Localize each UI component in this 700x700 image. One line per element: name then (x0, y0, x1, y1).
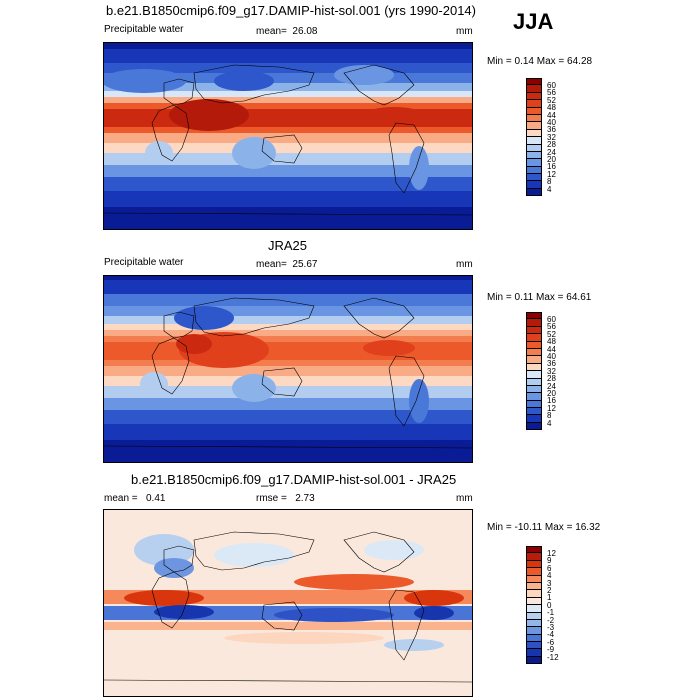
colorbar-tick-label: -3 (547, 623, 555, 632)
panel-2-mean-value: 25.67 (292, 259, 318, 270)
colorbar-tick-label: 52 (547, 95, 556, 105)
colorbar-tick-label: 28 (547, 374, 556, 384)
colorbar-tick-label: 12 (547, 403, 556, 413)
colorbar-tick-label: 2 (547, 586, 552, 595)
panel-2-title: JRA25 (268, 238, 308, 253)
colorbar-tick-label: 36 (547, 359, 556, 369)
colorbar-tick-label: 48 (547, 337, 556, 347)
panel-2-colorbar (526, 312, 542, 431)
colorbar-tick-label: 8 (547, 177, 552, 187)
colorbar-tick-label: 60 (547, 315, 556, 324)
colorbar-tick-label: 32 (547, 132, 556, 142)
colorbar-tick-label: -9 (547, 645, 555, 655)
panel-2-map-field (104, 276, 472, 462)
panel-3-title: b.e21.B1850cmip6.f09_g17.DAMIP-hist-sol.… (131, 472, 457, 487)
colorbar-tick-label: 3 (547, 578, 552, 588)
colorbar-tick-label: 4 (547, 418, 552, 428)
panel-1-mean-value: 26.08 (292, 26, 318, 37)
colorbar-tick-label: 16 (547, 396, 556, 406)
panel-1-mean: mean= 26.08 (256, 26, 317, 37)
colorbar-tick-label: 24 (547, 147, 556, 157)
colorbar-tick-label: 4 (547, 184, 552, 194)
colorbar-tick-label: 48 (547, 103, 556, 113)
panel-3-mean-value: 0.41 (145, 493, 166, 504)
colorbar-tick-label: 6 (547, 563, 552, 573)
colorbar-tick-label: 24 (547, 381, 556, 391)
colorbar-tick-label: 1 (547, 593, 552, 603)
panel-1-variable-label: Precipitable water (104, 24, 184, 35)
colorbar-tick-label: 12 (547, 549, 556, 558)
colorbar-tick-label: 16 (547, 162, 556, 172)
panel-2-units: mm (456, 259, 473, 270)
colorbar-tick-label: 9 (547, 556, 552, 566)
panel-3-units: mm (456, 493, 473, 504)
colorbar-tick-label: 32 (547, 366, 556, 376)
colorbar-tick-label: 44 (547, 110, 556, 120)
colorbar-tick-label: 36 (547, 125, 556, 135)
panel-3-mean: mean = 0.41 (104, 493, 165, 504)
colorbar-tick-label: 40 (547, 118, 556, 127)
colorbar-tick-label: 12 (547, 169, 556, 179)
colorbar-tick-label: 60 (547, 81, 556, 90)
panel-2-mean: mean= 25.67 (256, 259, 317, 270)
panel-3-map-field (104, 510, 472, 696)
panel-3-rmse-value: 2.73 (295, 493, 315, 504)
panel-3-colorbar (526, 546, 542, 665)
colorbar-tick-label: 20 (547, 155, 556, 164)
colorbar-tick-label: 28 (547, 140, 556, 150)
colorbar-tick-label: -12 (547, 652, 559, 662)
colorbar-tick-label: 0 (547, 600, 552, 610)
panel-2-variable-label: Precipitable water (104, 257, 184, 268)
colorbar-tick-label: -2 (547, 615, 555, 625)
panel-1-map (103, 42, 473, 230)
panel-1-mean-label: mean= (256, 26, 287, 37)
panel-2-minmax: Min = 0.11 Max = 64.61 (487, 292, 592, 303)
season-label: JJA (513, 9, 554, 34)
colorbar-tick-label: -4 (547, 630, 555, 640)
panel-2-mean-label: mean= (256, 259, 287, 270)
colorbar-tick-label: 52 (547, 329, 556, 339)
colorbar-tick-label: -6 (547, 637, 555, 647)
colorbar-tick-label: 44 (547, 344, 556, 354)
panel-1-colorbar (526, 78, 542, 197)
colorbar-tick-label: 20 (547, 389, 556, 398)
panel-3-rmse-label: rmse = (256, 493, 287, 504)
panel-1-map-field (104, 43, 472, 229)
panel-1-minmax: Min = 0.14 Max = 64.28 (487, 56, 593, 67)
panel-3-rmse: rmse = 2.73 (256, 493, 315, 504)
colorbar-tick-label: 56 (547, 88, 556, 98)
panel-3-mean-label: mean = (104, 493, 138, 504)
panel-1-title: b.e21.B1850cmip6.f09_g17.DAMIP-hist-sol.… (106, 3, 476, 18)
colorbar-tick-label: -1 (547, 608, 555, 618)
colorbar-tick-label: 40 (547, 352, 556, 361)
panel-2-map (103, 275, 473, 463)
colorbar-tick-label: 8 (547, 411, 552, 421)
colorbar-tick-label: 4 (547, 571, 552, 581)
panel-1-units: mm (456, 26, 473, 37)
panel-3-minmax: Min = -10.11 Max = 16.32 (487, 522, 601, 533)
colorbar-tick-label: 56 (547, 322, 556, 332)
panel-3-map (103, 509, 473, 697)
